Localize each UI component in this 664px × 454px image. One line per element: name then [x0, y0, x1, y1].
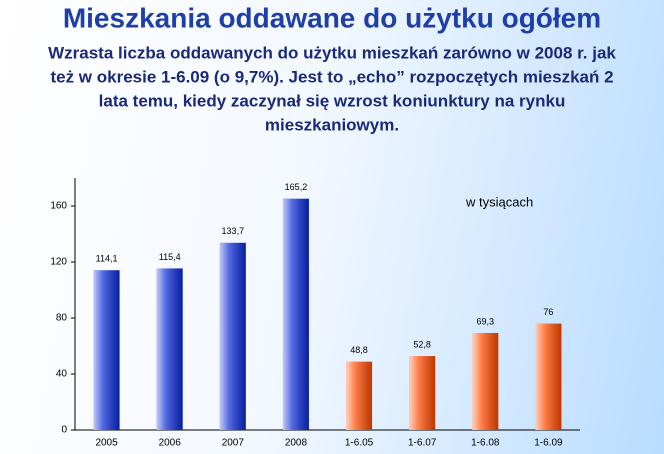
x-tick-label: 2006 [159, 438, 182, 449]
value-label: 115,4 [159, 252, 181, 262]
value-label: 52,8 [413, 339, 431, 349]
x-tick-label: 2007 [222, 438, 245, 449]
bar [282, 198, 309, 430]
x-tick-label: 2008 [285, 438, 308, 449]
y-tick-label: 120 [50, 257, 67, 268]
subtitle-line: też w okresie 1-6.09 (o 9,7%). Jest to „… [50, 67, 613, 86]
bar [156, 268, 183, 430]
bar [472, 332, 499, 430]
y-tick-label: 0 [61, 425, 67, 436]
value-label: 133,7 [222, 226, 245, 236]
bar [346, 361, 373, 430]
value-label: 76 [543, 307, 553, 317]
value-label: 69,3 [477, 316, 495, 326]
subtitle-line: lata temu, kiedy zaczynał się wzrost kon… [99, 91, 566, 110]
x-tick-label: 1-6.05 [345, 438, 374, 449]
annotation: w tysiącach [465, 194, 533, 209]
y-tick-label: 80 [56, 313, 68, 324]
x-tick-label: 1-6.07 [408, 438, 437, 449]
bar [535, 323, 562, 430]
bar [219, 242, 246, 430]
value-label: 48,8 [350, 345, 368, 355]
x-tick-label: 1-6.08 [471, 438, 500, 449]
chart-title: Mieszkania oddawane do użytku ogółem [63, 2, 601, 33]
y-tick-label: 160 [50, 201, 67, 212]
bar [93, 270, 120, 430]
bar [409, 356, 436, 430]
x-tick-label: 1-6.09 [534, 438, 563, 449]
x-tick-label: 2005 [95, 438, 118, 449]
y-tick-label: 40 [56, 369, 68, 380]
subtitle-line: mieszkaniowym. [265, 115, 399, 134]
value-label: 114,1 [96, 254, 118, 264]
subtitle-line: Wzrasta liczba oddawanych do użytku mies… [48, 43, 616, 62]
value-label: 165,2 [285, 182, 308, 192]
